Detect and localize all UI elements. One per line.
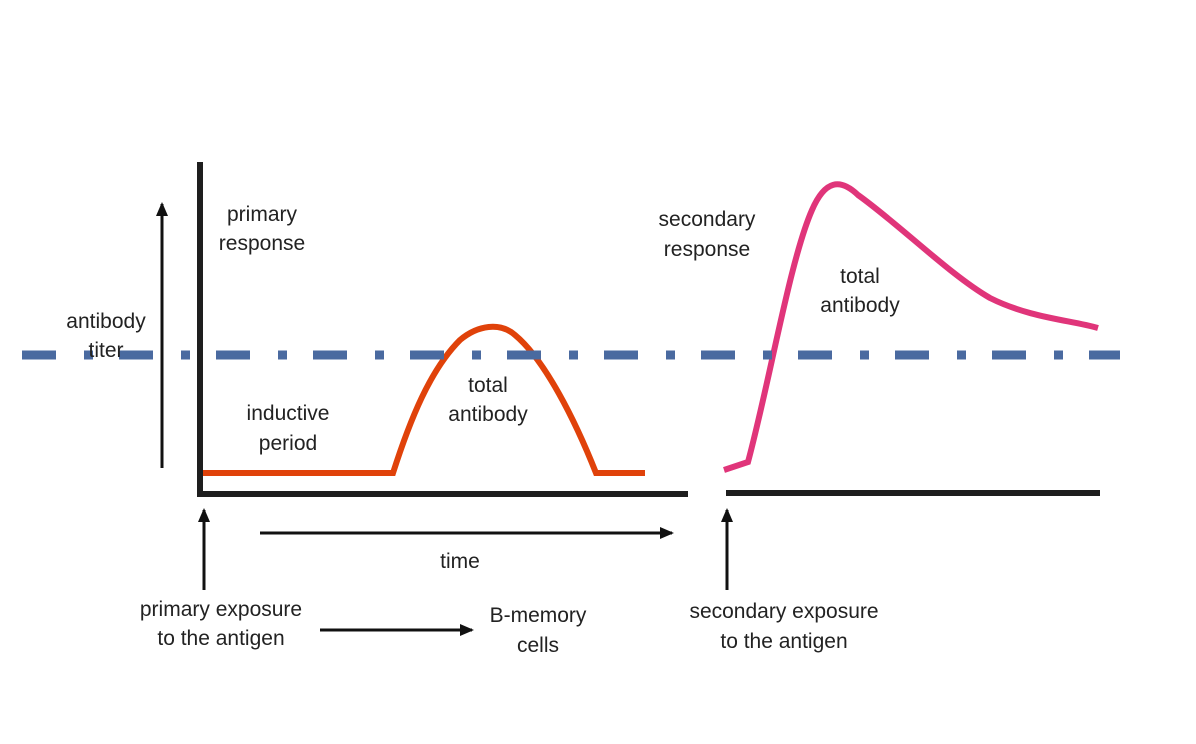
primary-total-antibody-label: total antibody: [448, 374, 528, 426]
b-memory-label: B-memory cells: [490, 604, 587, 657]
secondary-antibody-curve: [723, 181, 1099, 473]
inductive-period-label: inductive period: [247, 402, 330, 455]
primary-response-label: primary response: [219, 203, 305, 255]
y-axis-label: antibody titer: [66, 310, 146, 362]
time-label: time: [440, 550, 480, 573]
secondary-exposure-label: secondary exposure to the antigen: [689, 600, 878, 653]
secondary-total-antibody-label: total antibody: [820, 265, 900, 317]
primary-antibody-curve: [203, 323, 645, 476]
primary-axes: [197, 162, 688, 497]
primary-exposure-label: primary exposure to the antigen: [140, 598, 302, 650]
secondary-response-label: secondary response: [659, 208, 756, 261]
